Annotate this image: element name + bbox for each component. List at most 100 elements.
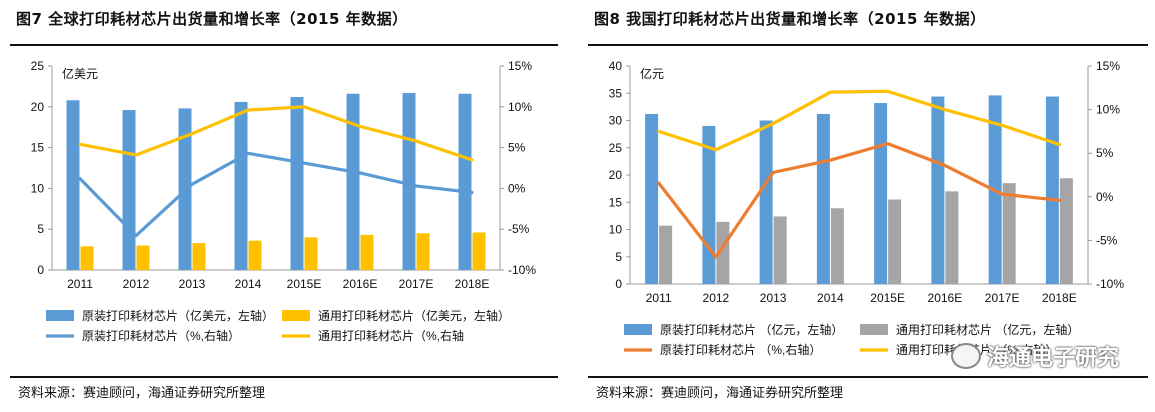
bar: [645, 113, 659, 285]
x-tick-label: 2017E: [399, 277, 434, 291]
legend-label: 原装打印耗材芯片 （%,右轴）: [660, 342, 821, 357]
y-tick-label-left: 35: [609, 86, 623, 100]
bar: [192, 243, 206, 270]
y-tick-label-right: -5%: [508, 222, 530, 236]
x-tick-label: 2018E: [1042, 291, 1077, 305]
bar: [234, 101, 248, 271]
x-tick-label: 2017E: [985, 291, 1020, 305]
bar: [360, 234, 374, 270]
x-tick-label: 2013: [179, 277, 206, 291]
bar: [888, 199, 902, 284]
bar: [659, 225, 673, 284]
legend-label: 通用打印耗材芯片 （亿元，左轴）: [896, 322, 1079, 337]
y-tick-label-right: 10%: [1096, 103, 1120, 117]
bar: [136, 245, 150, 270]
legend-label: 通用打印耗材芯片（亿美元，左轴）: [318, 308, 510, 323]
bar: [830, 208, 844, 284]
y-tick-label-left: 10: [609, 223, 623, 237]
bar: [304, 237, 318, 270]
series-line: [78, 105, 474, 162]
legend-label: 原装打印耗材芯片（%,右轴）: [82, 328, 240, 343]
series-line: [78, 151, 474, 238]
wechat-icon: [950, 343, 981, 369]
legend-swatch: [46, 310, 74, 321]
y-tick-label-left: 5: [37, 222, 44, 236]
title-rule: [588, 44, 1148, 46]
x-tick-label: 2011: [646, 291, 672, 305]
chart-title: 图7 全球打印耗材芯片出货量和增长率（2015 年数据）: [16, 10, 408, 28]
series-line: [657, 89, 1061, 152]
y-tick-label-left: 25: [609, 141, 623, 155]
y-tick-label-right: 10%: [508, 100, 532, 114]
bar: [402, 92, 416, 270]
y-tick-label-right: 0%: [1096, 190, 1114, 204]
watermark: 海通电子研究: [950, 340, 1119, 372]
x-tick-label: 2015E: [287, 277, 322, 291]
x-tick-label: 2018E: [455, 277, 490, 291]
source-note: 资料来源：赛迪顾问，海通证券研究所整理: [596, 386, 844, 401]
y-tick-label-left: 20: [31, 100, 45, 114]
bar: [816, 113, 830, 285]
x-tick-label: 2012: [703, 291, 730, 305]
y-tick-label-left: 0: [615, 277, 622, 291]
y-tick-label-left: 15: [609, 195, 623, 209]
y-tick-label-right: 5%: [1096, 146, 1114, 160]
y-tick-label-right: -10%: [1096, 277, 1124, 291]
bar: [416, 233, 430, 270]
y-tick-label-right: 5%: [508, 141, 526, 155]
legend-swatch: [282, 310, 310, 321]
bar: [290, 97, 304, 270]
x-tick-label: 2013: [760, 291, 787, 305]
x-tick-label: 2015E: [870, 291, 905, 305]
chart-panel-right: 图8 我国打印耗材芯片出货量和增长率（2015 年数据） 0 5 10 15 20 25 3…: [578, 0, 1155, 412]
x-tick-label: 2011: [67, 277, 93, 291]
y-tick-label-right: -10%: [508, 263, 536, 277]
y-tick-label-left: 10: [31, 181, 45, 195]
bar: [248, 240, 262, 270]
y-tick-label-left: 30: [609, 114, 623, 128]
bar: [1002, 183, 1016, 284]
y-tick-label-right: 15%: [508, 59, 532, 73]
bar: [122, 110, 136, 270]
bar: [346, 93, 360, 270]
bar: [716, 221, 730, 284]
y-tick-label-left: 15: [31, 141, 45, 155]
x-tick-label: 2014: [235, 277, 262, 291]
x-tick-label: 2016E: [928, 291, 963, 305]
legend-label: 原装打印耗材芯片 （亿元，左轴）: [660, 322, 843, 337]
x-tick-label: 2014: [817, 291, 844, 305]
legend-label: 原装打印耗材芯片（亿美元，左轴）: [82, 308, 274, 323]
bar: [66, 100, 80, 270]
y-tick-label-right: 15%: [1096, 59, 1120, 73]
bar: [945, 191, 959, 284]
bar: [773, 216, 787, 284]
y-tick-label-left: 5: [615, 250, 622, 264]
chart-panel-left: 图7 全球打印耗材芯片出货量和增长率（2015 年数据） 0 5 10 15 20 25 -…: [0, 0, 560, 412]
legend-swatch: [860, 324, 888, 335]
y-tick-label-left: 25: [31, 59, 45, 73]
source-note: 资料来源：赛迪顾问，海通证券研究所整理: [18, 386, 266, 401]
legend-label: 通用打印耗材芯片（%,右轴: [318, 328, 464, 343]
title-rule: [10, 44, 558, 46]
y-tick-label-left: 40: [609, 59, 623, 73]
bar: [472, 232, 486, 270]
chart-svg-left: 0 5 10 15 20 25 -10% -5% 0% 5% 10% 15% 亿美元 2011 2012 20…: [31, 59, 537, 343]
legend-swatch: [624, 324, 652, 335]
x-tick-label: 2016E: [343, 277, 378, 291]
bar: [1059, 178, 1073, 284]
bar: [874, 103, 888, 284]
y-unit-label: 亿美元: [62, 66, 98, 81]
bar: [1045, 96, 1059, 284]
source-rule: [10, 376, 558, 378]
y-tick-label-left: 0: [37, 263, 44, 277]
y-unit-label: 亿元: [640, 66, 664, 81]
bar: [759, 120, 773, 284]
watermark-text: 海通电子研究: [986, 346, 1119, 371]
bar: [458, 93, 472, 270]
bar: [931, 96, 945, 284]
chart-svg-right: 0 5 10 15 20 25 30 35 40 -10% -5% 0% 5% 10% 15% 亿元 2011 2…: [609, 59, 1125, 357]
y-tick-label-right: 0%: [508, 181, 526, 195]
y-tick-label-left: 20: [609, 168, 623, 182]
bar: [80, 246, 94, 270]
x-tick-label: 2012: [123, 277, 150, 291]
